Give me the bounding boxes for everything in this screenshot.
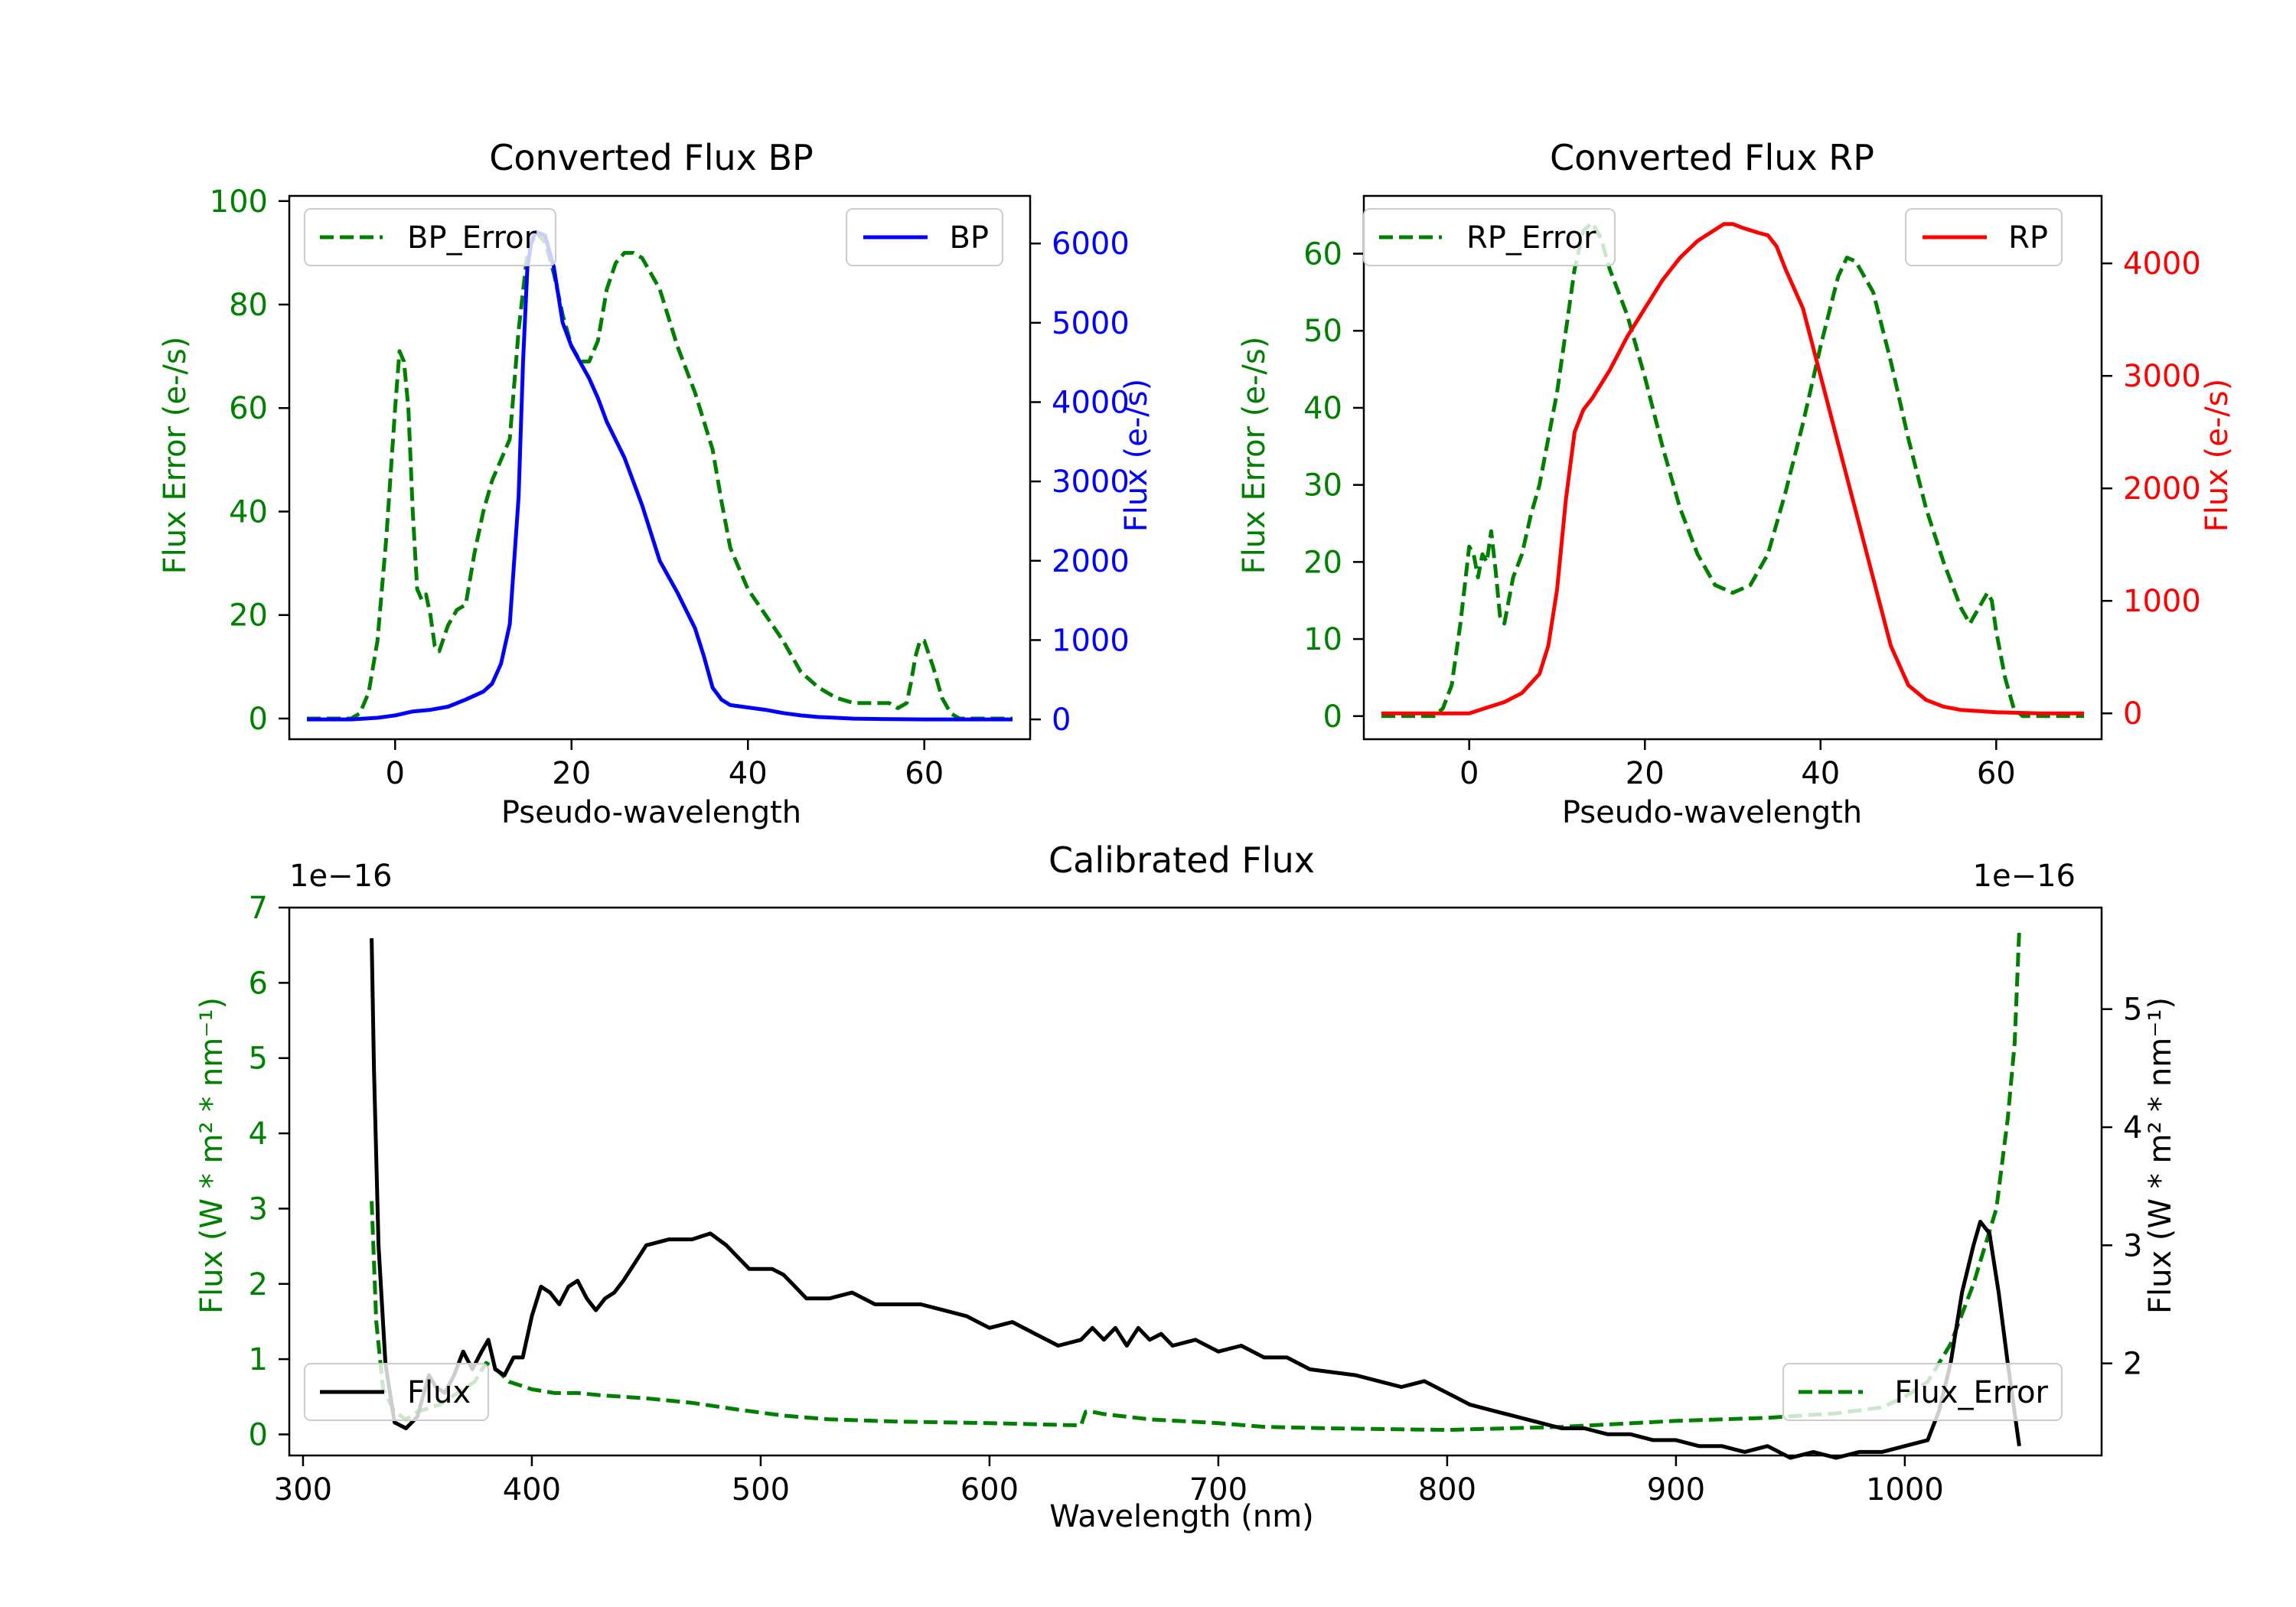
bp-ytick-right-label: 6000: [1052, 227, 1130, 262]
cal-offset-left: 1e−16: [289, 859, 392, 894]
cal-ytick-left-label: 1: [249, 1342, 268, 1377]
bp-plot-area: 0 20 40 60020406080100010002000300040005000…: [210, 184, 1130, 791]
cal-ytick-right-label: 3: [2123, 1228, 2142, 1263]
rp-series-rp-error: [1381, 220, 2084, 719]
cal-ylabel-right: Flux (W * m² * nm⁻¹): [2143, 997, 2178, 1314]
cal-title: Calibrated Flux: [1049, 839, 1315, 881]
rp-ytick-right-label: 2000: [2123, 471, 2201, 507]
cal-legend-right-label: Flux_Error: [1894, 1375, 2048, 1410]
bp-ytick-left-label: 40: [229, 494, 268, 530]
panel-calibrated: Calibrated Flux 1e−16 1e−16 300 400 500 600…: [194, 839, 2178, 1534]
rp-ylabel-right: Flux (e-/s): [2200, 379, 2235, 532]
rp-ytick-right-label: 1000: [2123, 584, 2201, 619]
bp-title: Converted Flux BP: [489, 137, 814, 178]
bp-xtick-label: 0: [386, 756, 405, 791]
cal-xtick-label: 900: [1647, 1472, 1705, 1508]
cal-ylabel-left: Flux (W * m² * nm⁻¹): [194, 997, 230, 1314]
rp-ytick-left-label: 0: [1323, 699, 1342, 735]
cal-ytick-right-label: 5: [2123, 993, 2142, 1028]
bp-ytick-left-label: 80: [229, 288, 268, 323]
rp-ytick-left-label: 40: [1303, 391, 1342, 426]
cal-ytick-left-label: 3: [249, 1191, 268, 1227]
rp-plot-area: 0 20 40 60 0 10 20 30 40 50 60 0 1000 2000 3000 4000: [1303, 194, 2201, 791]
bp-legend-right: BP: [846, 208, 1003, 266]
bp-ytick-left-label: 0: [249, 702, 268, 737]
bp-ylabel-right: Flux (e-/s): [1119, 379, 1154, 532]
bp-xtick-label: 40: [729, 756, 768, 791]
rp-ylabel-left: Flux Error (e-/s): [1237, 337, 1272, 575]
rp-ytick-left-label: 60: [1303, 237, 1342, 272]
bp-ytick-right-label: 0: [1052, 702, 1071, 738]
bp-ytick-left-label: 60: [229, 391, 268, 426]
cal-ytick-right-label: 4: [2123, 1110, 2142, 1146]
cal-xtick-label: 400: [503, 1472, 561, 1508]
rp-xtick-label: 40: [1801, 756, 1840, 791]
bp-xlabel: Pseudo-wavelength: [501, 795, 801, 830]
bp-ytick-right-label: 1000: [1052, 623, 1130, 658]
rp-ytick-right-label: 3000: [2123, 359, 2201, 394]
bp-legend-right-label: BP: [949, 220, 989, 256]
bp-axes-frame: [288, 194, 1032, 741]
cal-ytick-left-label: 5: [249, 1041, 268, 1077]
rp-ytick-left-label: 20: [1303, 545, 1342, 580]
cal-offset-right: 1e−16: [1973, 859, 2076, 894]
rp-xtick-label: 60: [1977, 756, 2016, 791]
bp-ytick-right-label: 2000: [1052, 544, 1130, 579]
rp-ytick-left-label: 10: [1303, 622, 1342, 657]
bp-ytick-left-label: 20: [229, 598, 268, 634]
bp-ylabel-left: Flux Error (e-/s): [158, 337, 193, 575]
cal-xtick-label: 700: [1189, 1472, 1247, 1508]
bp-legend-left: BP_Error: [304, 208, 556, 266]
rp-legend-left: RP_Error: [1363, 208, 1616, 266]
cal-xtick-label: 300: [274, 1472, 332, 1508]
cal-ytick-left-label: 7: [249, 891, 268, 926]
rp-axes-frame: [1362, 194, 2103, 741]
rp-xtick-label: 0: [1459, 756, 1479, 791]
cal-axes-frame: [288, 906, 2103, 1457]
bp-ytick-right-label: 4000: [1052, 385, 1130, 420]
cal-xtick-label: 500: [732, 1472, 790, 1508]
cal-series-flux: [370, 938, 2021, 1460]
cal-xlabel: Wavelength (nm): [1049, 1499, 1314, 1534]
cal-ytick-left-label: 4: [249, 1116, 268, 1152]
bp-xtick-label: 60: [905, 756, 944, 791]
cal-ytick-left-label: 6: [249, 966, 268, 1001]
bp-ytick-left-label: 100: [210, 184, 268, 220]
bp-series-bp: [307, 230, 1013, 722]
cal-xtick-label: 1000: [1866, 1472, 1944, 1508]
panel-rp: Converted Flux RP 0 20 40 60 0 10 20 30 40 50 60 0 1…: [1237, 137, 2235, 830]
rp-title: Converted Flux RP: [1550, 137, 1874, 178]
rp-ytick-right-label: 4000: [2123, 246, 2201, 282]
cal-xtick-label: 800: [1418, 1472, 1476, 1508]
rp-ytick-left-label: 30: [1303, 468, 1342, 504]
rp-ytick-right-label: 0: [2123, 696, 2142, 732]
cal-legend-left-label: Flux: [407, 1375, 471, 1410]
cal-ytick-left-label: 2: [249, 1267, 268, 1302]
bp-ytick-right-label: 5000: [1052, 306, 1130, 341]
cal-legend-right: Flux_Error: [1782, 1363, 2063, 1421]
cal-ytick-right-label: 2: [2123, 1347, 2142, 1382]
rp-series-rp: [1381, 222, 2084, 715]
rp-xtick-label: 20: [1626, 756, 1665, 791]
cal-legend-left: Flux: [304, 1363, 489, 1421]
cal-xtick-label: 600: [960, 1472, 1019, 1508]
bp-xtick-label: 20: [552, 756, 591, 791]
panel-bp: Converted Flux BP 0 20 40 60020406080100010…: [158, 137, 1154, 830]
rp-legend-right-label: RP: [2008, 220, 2048, 256]
rp-xlabel: Pseudo-wavelength: [1562, 795, 1862, 830]
bp-ytick-right-label: 3000: [1052, 464, 1130, 500]
cal-ytick-left-label: 0: [249, 1417, 268, 1452]
rp-ytick-left-label: 50: [1303, 314, 1342, 349]
bp-legend-left-label: BP_Error: [407, 220, 537, 256]
rp-legend-right: RP: [1905, 208, 2063, 266]
rp-legend-left-label: RP_Error: [1466, 220, 1596, 256]
bp-series-bp-error: [307, 230, 1013, 721]
